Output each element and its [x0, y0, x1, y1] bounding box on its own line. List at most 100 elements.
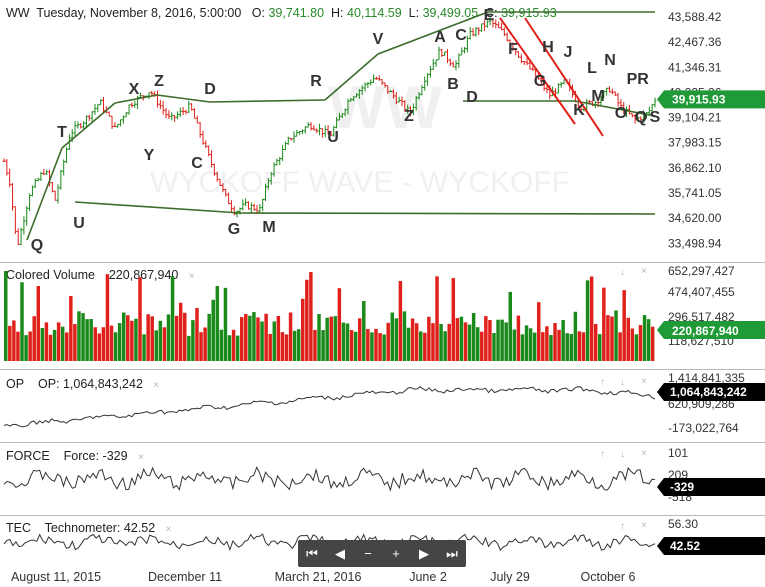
pane-up-icon[interactable]: ↑ — [600, 377, 605, 388]
chart-navigator[interactable]: ⏮ ◀ − + ▶ ⏭ — [298, 540, 466, 567]
force-pane[interactable]: FORCE Force: -329 × ↑ ↓ × 101 209 -518 -329 — [0, 443, 765, 515]
trend-line — [156, 94, 211, 103]
volume-bar — [40, 328, 45, 361]
volume-bar — [402, 311, 407, 361]
trend-line — [377, 11, 489, 55]
force-line — [3, 466, 656, 492]
volume-bar — [532, 332, 537, 361]
volume-bar — [496, 319, 500, 361]
volume-bar — [276, 315, 281, 361]
close-icon[interactable]: × — [188, 271, 195, 282]
close-icon[interactable]: × — [138, 452, 144, 463]
wave-label: O — [615, 105, 627, 122]
volume-bar — [126, 315, 130, 361]
volume-bar — [549, 335, 553, 361]
op-label: OP: 1,064,843,242 — [37, 377, 143, 391]
volume-bar — [524, 325, 529, 361]
price-info-bar: WW Tuesday, November 8, 2016, 5:00:00 O:… — [6, 6, 557, 20]
volume-bar — [52, 329, 57, 361]
op-line — [3, 386, 656, 428]
wave-label: U — [73, 215, 85, 232]
volume-bar — [85, 319, 89, 361]
last-price-value: 39,915.93 — [672, 92, 726, 106]
volume-bar — [646, 319, 651, 361]
pane-up-icon[interactable]: ↑ — [600, 449, 605, 460]
volume-bar — [146, 314, 150, 361]
zoom-out-button[interactable]: − — [364, 546, 372, 561]
price-pane[interactable]: WW Tuesday, November 8, 2016, 5:00:00 O:… — [0, 0, 765, 262]
volume-bar — [357, 318, 362, 361]
volume-bar — [60, 326, 65, 361]
force-info: FORCE Force: -329 × — [6, 449, 144, 463]
wave-label: R — [310, 73, 322, 90]
pane-down-icon[interactable]: ↓ — [620, 377, 625, 388]
wave-label: D — [204, 81, 216, 98]
pane-down-icon[interactable]: ↓ — [620, 449, 625, 460]
pane-close-icon[interactable]: × — [641, 376, 647, 387]
pane-close-icon[interactable]: × — [641, 266, 647, 277]
volume-bar — [573, 311, 578, 361]
volume-bar — [296, 329, 301, 361]
channel-line — [524, 17, 604, 137]
x-axis: August 11, 2015 December 11 March 21, 2016… — [11, 570, 636, 584]
wave-label: C — [191, 155, 203, 172]
op-chart[interactable]: 1,414,841,335620,909,286-173,022,7641,06… — [0, 370, 765, 442]
close-icon[interactable]: × — [153, 380, 160, 391]
volume-bar — [504, 322, 508, 361]
volume-bar — [321, 330, 325, 361]
tec-label: Technometer: 42.52 — [44, 521, 156, 535]
close-icon[interactable]: × — [165, 524, 172, 535]
volume-chart[interactable]: 652,297,427474,407,455296,517,482118,627… — [0, 263, 765, 369]
x-tick-label: October 6 — [581, 570, 636, 584]
pane-close-icon[interactable]: × — [641, 520, 647, 531]
volume-bar — [231, 329, 236, 361]
y-tick-label: 36,862.10 — [668, 161, 722, 175]
open-value: 39,741.80 — [268, 6, 325, 20]
y-tick-label: 474,407,455 — [668, 285, 735, 299]
force-label: Force: -329 — [63, 449, 128, 463]
volume-bar — [48, 334, 53, 361]
volume-bar — [431, 323, 435, 361]
zoom-in-button[interactable]: + — [392, 546, 400, 561]
wave-label: F — [508, 41, 518, 58]
wave-label: P — [627, 71, 638, 88]
datetime-label: Tuesday, November 8, 2016, 5:00:00 — [36, 6, 242, 20]
volume-bar — [178, 302, 183, 361]
channel-line — [499, 17, 576, 125]
y-tick-label: 1,414,841,335 — [668, 371, 745, 385]
volume-bar — [414, 323, 419, 361]
volume-bar — [4, 271, 8, 361]
volume-bar — [569, 333, 574, 361]
op-pane[interactable]: OP OP: 1,064,843,242 × ↑ ↓ × 1,414,841,3… — [0, 370, 765, 442]
volume-bar — [630, 328, 635, 361]
pane-up-icon[interactable]: ↑ — [620, 521, 625, 532]
pane-close-icon[interactable]: × — [641, 448, 647, 459]
volume-bar — [219, 329, 224, 361]
volume-bar — [97, 333, 102, 361]
volume-bar — [256, 317, 260, 361]
volume-bar — [606, 315, 610, 361]
volume-bar — [239, 317, 244, 361]
wave-label: J — [564, 44, 573, 61]
wave-label: K — [573, 102, 585, 119]
volume-bar — [183, 312, 187, 361]
volume-bar — [150, 316, 154, 361]
last-op-tag — [657, 383, 765, 401]
nav-last-button[interactable]: ⏭ — [446, 545, 458, 561]
tec-title: TEC — [6, 521, 31, 535]
nav-next-button[interactable]: ▶ — [419, 545, 429, 561]
wave-label: R — [637, 71, 649, 88]
last-tec-tag — [657, 537, 765, 555]
wave-label: C — [455, 27, 467, 44]
volume-pane[interactable]: Colored Volume 220,867,940 × ↓ × 652,297… — [0, 263, 765, 369]
nav-first-button[interactable]: ⏮ — [306, 545, 318, 561]
pane-down-icon[interactable]: ↓ — [620, 267, 625, 278]
volume-bar — [130, 320, 134, 361]
nav-prev-button[interactable]: ◀ — [335, 545, 345, 561]
wave-label: X — [129, 81, 140, 98]
volume-bar — [382, 334, 386, 361]
y-tick-label: 37,983.15 — [668, 136, 722, 150]
y-tick-label: 42,467.36 — [668, 35, 722, 49]
